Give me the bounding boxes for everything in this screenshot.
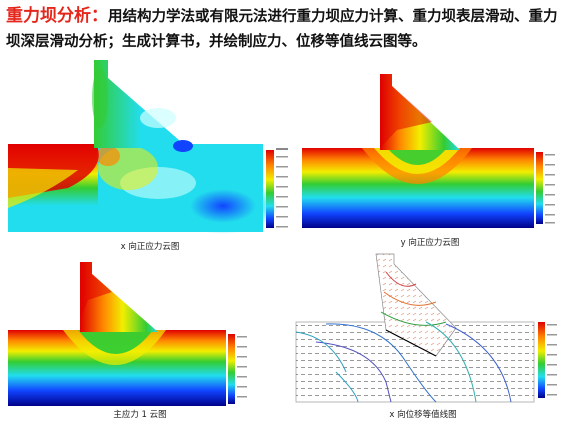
dam-body: [80, 262, 158, 332]
panel-x-stress: [8, 58, 290, 236]
x-stress-contour-plot: [8, 60, 288, 234]
y-stress-contour-plot: [302, 74, 555, 228]
principal-stress-color-legend: [228, 334, 235, 404]
page-title: 重力坝分析：用结构力学法或有限元法进行重力坝应力计算、重力坝表层滑动、重力坝深层…: [6, 4, 558, 54]
caption-principal-stress: 主应力 1 云图: [113, 410, 167, 420]
principal-stress-contour-plot: [8, 262, 247, 406]
caption-x-displacement: x 向位移等值线图: [389, 410, 457, 420]
panel-y-stress: [302, 70, 556, 230]
caption-x-stress: x 向正应力云图: [120, 242, 180, 252]
y-stress-color-legend: [536, 152, 543, 224]
panel-principal-stress: [8, 260, 248, 408]
panel-x-displacement: [286, 252, 558, 406]
dam-body: [380, 74, 460, 150]
caption-y-stress: y 向正应力云图: [400, 238, 460, 248]
title-heading: 重力坝分析：: [6, 6, 108, 26]
x-stress-color-legend: [266, 150, 274, 228]
x-displacement-color-legend: [538, 322, 545, 398]
x-displacement-contour-plot: [295, 253, 557, 403]
title-description: 用结构力学法或有限元法进行重力坝应力计算、重力坝表层滑动、重力坝深层滑动分析；生…: [6, 8, 558, 50]
dam-body: [94, 60, 188, 148]
